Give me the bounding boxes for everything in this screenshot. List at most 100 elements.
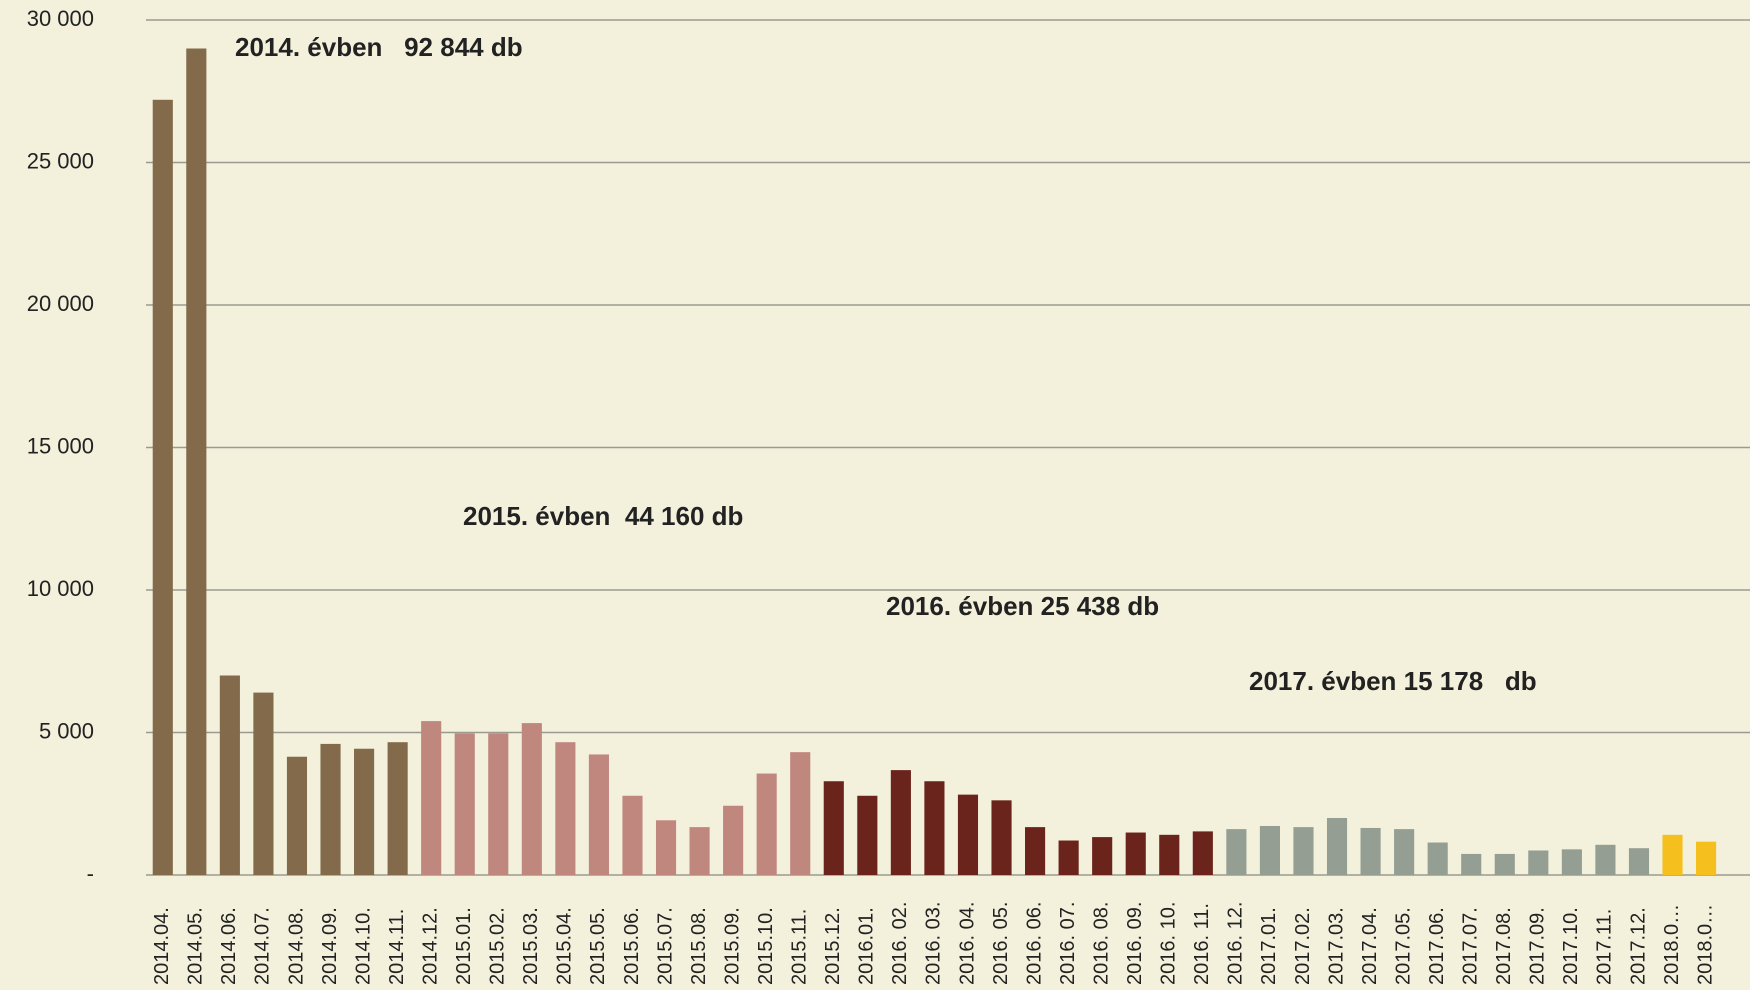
x-tick-label: 2016. 09. (1124, 902, 1146, 985)
x-tick-label: 2016. 10. (1158, 902, 1180, 985)
bar (655, 820, 677, 875)
bar (1293, 827, 1314, 875)
bar (991, 800, 1012, 875)
x-tick-label: 2016. 12. (1225, 902, 1247, 985)
bar (588, 754, 609, 875)
y-tick-label: 10 000 (27, 576, 94, 601)
bar (1427, 842, 1448, 875)
x-tick-label: 2016. 06. (1023, 902, 1045, 985)
bar (1696, 841, 1717, 875)
bar (1561, 849, 1582, 875)
y-tick-label: 20 000 (27, 291, 94, 316)
x-tick-label: 2017.06. (1426, 907, 1448, 985)
bar (555, 742, 576, 875)
y-tick-label: 30 000 (27, 6, 94, 31)
bar (286, 756, 308, 875)
x-tick-label: 2014.12. (419, 907, 441, 985)
x-tick-label: 2018.0… (1661, 904, 1683, 985)
annotation: 2015. évben 44 160 db (463, 501, 743, 531)
x-tick-label: 2014.10. (352, 907, 374, 985)
bar (689, 827, 710, 875)
x-tick-label: 2015.01. (453, 907, 475, 985)
bar (219, 675, 240, 875)
bar (857, 795, 878, 875)
x-tick-label: 2016. 05. (990, 902, 1012, 985)
y-tick-label: 15 000 (27, 433, 94, 458)
bar (421, 721, 442, 875)
x-tick-label: 2016. 02. (889, 902, 911, 985)
y-tick-label: - (87, 861, 94, 886)
x-tick-label: 2015.09. (721, 907, 743, 985)
bar (1192, 831, 1213, 875)
x-tick-label: 2015.04. (554, 907, 576, 985)
x-tick-label: 2016.01. (856, 907, 878, 985)
x-tick-label: 2015.06. (621, 907, 643, 985)
bar (454, 733, 475, 875)
bar (823, 781, 844, 875)
x-tick-label: 2015.10. (755, 907, 777, 985)
bar (1326, 818, 1348, 875)
annotation: 2014. évben 92 844 db (235, 32, 523, 62)
bar (1360, 827, 1381, 875)
annotation: 2017. évben 15 178 db (1249, 666, 1537, 696)
x-tick-label: 2015.03. (520, 907, 542, 985)
x-tick-label: 2017.02. (1292, 907, 1314, 985)
bar (387, 742, 408, 875)
x-tick-label: 2015.08. (688, 907, 710, 985)
x-tick-label: 2015.12. (822, 907, 844, 985)
bar (756, 773, 777, 875)
x-tick-label: 2015.11. (789, 909, 811, 985)
bar (320, 743, 341, 875)
y-tick-label: 25 000 (27, 148, 94, 173)
bar (186, 48, 207, 875)
x-tick-label: 2018.0… (1694, 904, 1716, 985)
bar (1494, 853, 1515, 875)
x-tick-label: 2014.09. (319, 907, 341, 985)
bar (1058, 840, 1079, 875)
bar (1628, 848, 1650, 875)
x-tick-label: 2016. 11. (1191, 903, 1213, 985)
x-tick-label: 2014.11. (386, 909, 408, 985)
x-tick-label: 2016. 04. (956, 902, 978, 985)
x-tick-label: 2016. 07. (1057, 902, 1079, 985)
bar (1528, 850, 1549, 875)
bar (1595, 844, 1616, 875)
bar (488, 733, 509, 875)
x-tick-label: 2015.07. (654, 907, 676, 985)
bar (790, 752, 811, 875)
x-tick-label: 2014.06. (218, 907, 240, 985)
bar (622, 795, 643, 875)
x-tick-label: 2015.02. (487, 907, 509, 985)
x-tick-label: 2014.05. (185, 907, 207, 985)
bar (957, 794, 979, 875)
x-tick-label: 2017.10. (1560, 907, 1582, 985)
x-tick-label: 2014.07. (252, 907, 274, 985)
bar (1125, 832, 1146, 875)
x-tick-label: 2016. 03. (923, 902, 945, 985)
x-tick-label: 2017.03. (1325, 907, 1347, 985)
x-tick-label: 2014.08. (285, 907, 307, 985)
bar (890, 770, 911, 875)
annotation: 2016. évben 25 438 db (886, 591, 1159, 621)
bar (521, 723, 542, 875)
bar (723, 805, 744, 875)
bar (1461, 853, 1482, 875)
bar (1226, 829, 1247, 875)
bar (1394, 829, 1415, 875)
x-tick-label: 2017.08. (1493, 907, 1515, 985)
bar (152, 99, 173, 876)
y-tick-label: 5 000 (39, 718, 94, 743)
bar (1159, 834, 1180, 875)
bar (354, 748, 375, 875)
bar (1259, 825, 1280, 875)
x-tick-label: 2017.12. (1627, 907, 1649, 985)
x-tick-label: 2014.04. (151, 907, 173, 985)
x-tick-label: 2017.07. (1460, 907, 1482, 985)
bar (1092, 837, 1113, 875)
bar (253, 692, 274, 875)
x-tick-label: 2017.11. (1594, 909, 1616, 985)
x-tick-label: 2017.04. (1359, 907, 1381, 985)
x-tick-label: 2015.05. (587, 907, 609, 985)
bar (924, 781, 945, 875)
